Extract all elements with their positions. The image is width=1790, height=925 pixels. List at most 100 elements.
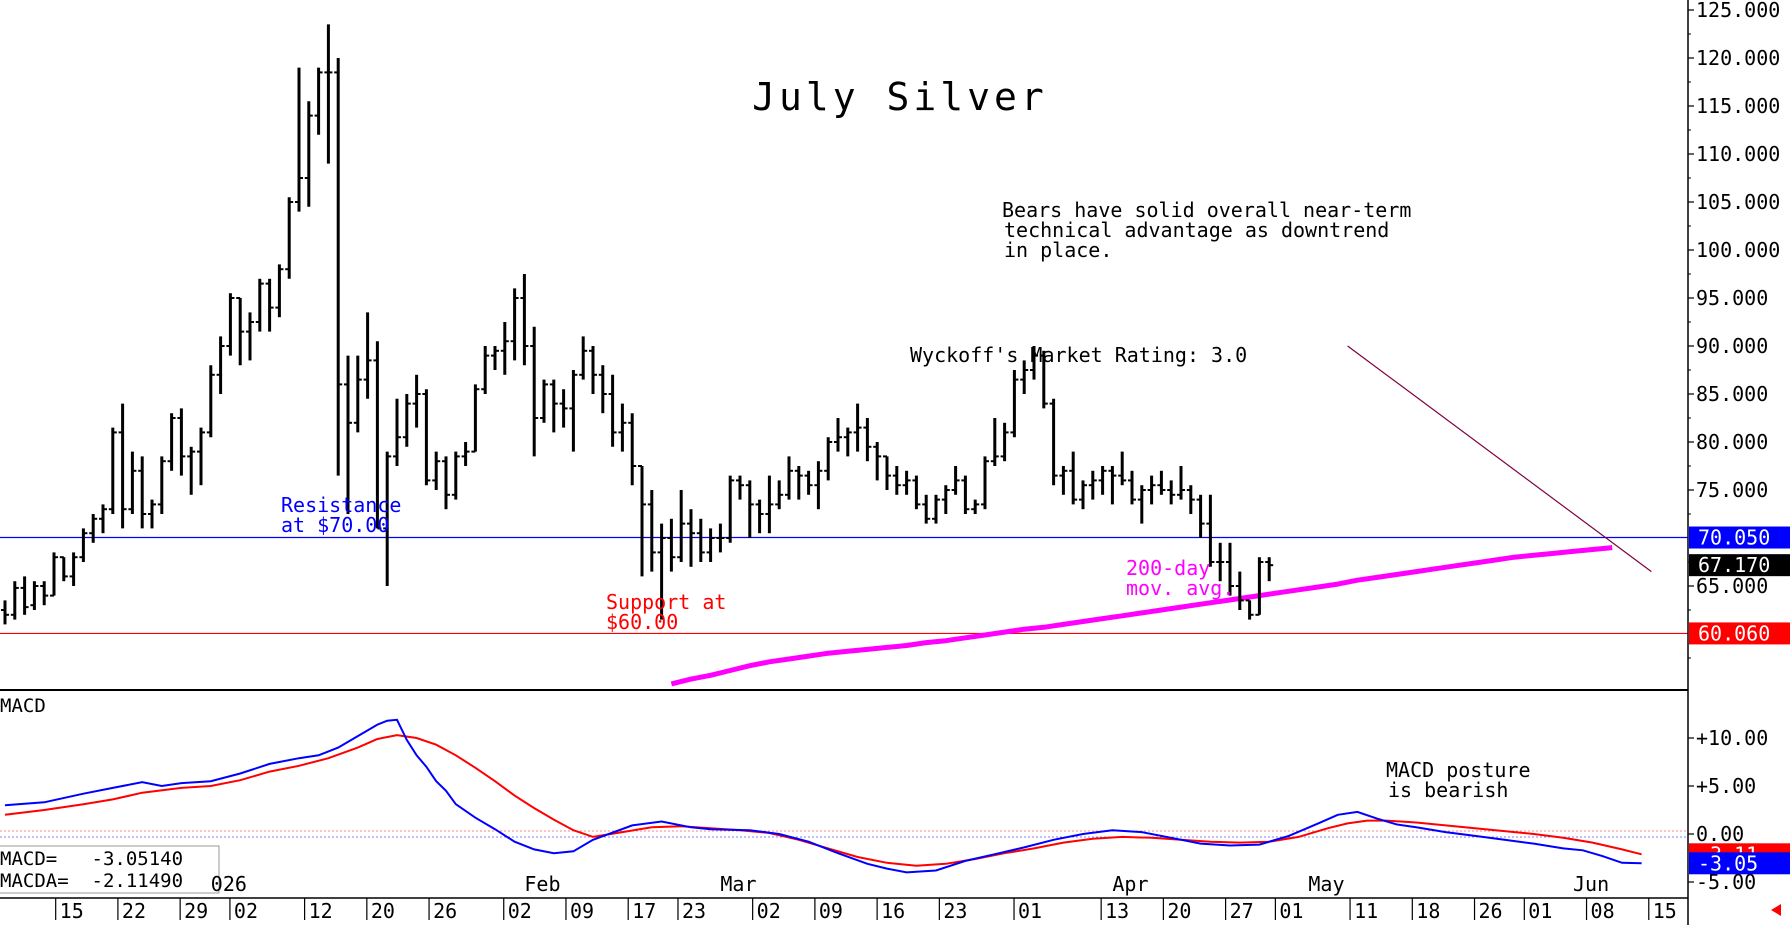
price-bar — [863, 418, 872, 462]
price-axis-label: 115.000 — [1696, 94, 1780, 118]
price-bar — [1108, 466, 1117, 505]
price-bar — [373, 341, 382, 530]
price-bar — [128, 451, 137, 514]
price-bar — [89, 514, 98, 543]
commentary-line-2: technical advantage as downtrend — [1004, 218, 1389, 242]
price-tag: 70.050 — [1698, 526, 1770, 550]
price-bar — [1255, 557, 1264, 616]
price-bar — [628, 413, 637, 486]
annotations: July Silver Bears have solid overall nea… — [0, 75, 1531, 894]
price-panel — [0, 24, 1688, 687]
price-bar — [696, 518, 705, 562]
price-bar — [981, 456, 989, 510]
price-axis-label: 125.000 — [1696, 0, 1780, 22]
day-label: 16 — [881, 899, 905, 923]
price-axis-label: 80.000 — [1696, 430, 1768, 454]
price-bar — [569, 370, 578, 452]
price-bar — [197, 427, 205, 486]
moving-average-label-1: 200-day — [1126, 556, 1210, 580]
price-bar — [1030, 346, 1038, 380]
price-bar — [1088, 470, 1097, 500]
month-label: Jun — [1573, 872, 1609, 896]
price-axis-label: 120.000 — [1696, 46, 1780, 70]
price-bar — [471, 384, 480, 453]
price-bar — [1020, 360, 1029, 394]
price-bar — [246, 312, 254, 361]
day-label: 29 — [184, 899, 208, 923]
price-bar — [804, 470, 813, 495]
price-bar — [1098, 466, 1107, 495]
price-bar — [10, 581, 19, 620]
macd-axis-label: 0.00 — [1696, 822, 1744, 846]
price-bar — [432, 451, 441, 490]
price-bar — [677, 490, 686, 562]
price-bar — [451, 451, 460, 500]
day-label: 20 — [371, 899, 395, 923]
price-bar — [1186, 485, 1195, 514]
price-bar — [559, 389, 568, 428]
resistance-label-2: at $70.00 — [281, 513, 389, 537]
resistance-label-1: Resistance — [281, 493, 401, 517]
day-label: 27 — [1230, 899, 1254, 923]
macd-readout: MACD= -3.05140 — [0, 848, 183, 870]
price-bar — [1079, 480, 1087, 510]
day-label: 01 — [1528, 899, 1552, 923]
price-bar — [971, 499, 980, 514]
price-bar — [1137, 485, 1146, 524]
price-bar — [157, 456, 166, 514]
price-bar — [726, 475, 735, 543]
price-bar — [177, 408, 186, 476]
day-label: 02 — [757, 899, 781, 923]
price-bar — [1, 600, 9, 625]
price-bar — [481, 346, 490, 394]
price-bar — [589, 346, 597, 394]
price-axis-label: 110.000 — [1696, 142, 1780, 166]
macd-panel-label: MACD — [0, 695, 46, 717]
day-label: 01 — [1018, 899, 1042, 923]
month-label: Mar — [720, 872, 756, 896]
price-bar — [775, 480, 784, 510]
price-bar — [922, 494, 931, 524]
macd-note-1: MACD posture — [1386, 758, 1531, 782]
scroll-arrow-icon[interactable] — [1771, 904, 1781, 916]
price-bar — [834, 418, 842, 452]
price-bar — [363, 312, 372, 399]
price-bar — [50, 552, 58, 597]
price-bar — [344, 355, 352, 514]
price-bar — [667, 518, 676, 572]
price-bar — [1206, 494, 1215, 567]
price-bar — [1157, 470, 1166, 495]
day-label: 15 — [60, 899, 84, 923]
price-bar — [20, 576, 29, 615]
price-bar — [412, 374, 421, 428]
month-label: May — [1308, 872, 1344, 896]
price-bar — [1000, 422, 1009, 462]
price-bar — [1128, 470, 1136, 505]
price-bar — [138, 456, 147, 529]
day-label: 22 — [122, 899, 146, 923]
price-bar — [99, 504, 107, 534]
price-bar — [638, 465, 646, 577]
moving-average-line — [670, 545, 1613, 687]
price-bar — [30, 581, 39, 610]
price-bar — [255, 278, 264, 332]
macd-tag-box — [1689, 852, 1790, 875]
macd-readout-box — [0, 845, 220, 894]
day-label: 11 — [1354, 899, 1378, 923]
price-bar — [1147, 475, 1156, 505]
price-bar — [69, 552, 78, 586]
price-bar — [1216, 542, 1225, 582]
day-label: 09 — [570, 899, 594, 923]
price-bar — [853, 403, 862, 452]
day-label: 15 — [1653, 899, 1677, 923]
price-bar — [402, 394, 411, 447]
price-bar — [510, 288, 519, 361]
price-bar — [961, 475, 970, 514]
day-label: 18 — [1416, 899, 1440, 923]
price-bar — [647, 490, 656, 572]
price-bar — [461, 442, 470, 466]
price-bar — [608, 374, 617, 447]
price-bar — [226, 293, 235, 356]
